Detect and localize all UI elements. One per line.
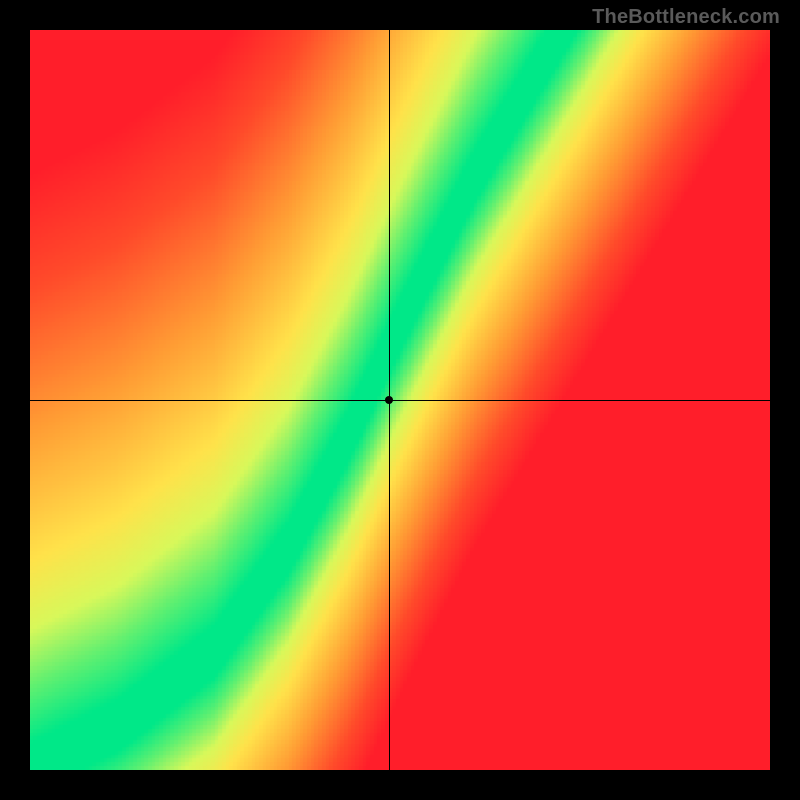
watermark-text: TheBottleneck.com (592, 6, 780, 29)
crosshair-point (385, 396, 393, 404)
crosshair-horizontal (30, 400, 770, 401)
plot-area (30, 30, 770, 770)
